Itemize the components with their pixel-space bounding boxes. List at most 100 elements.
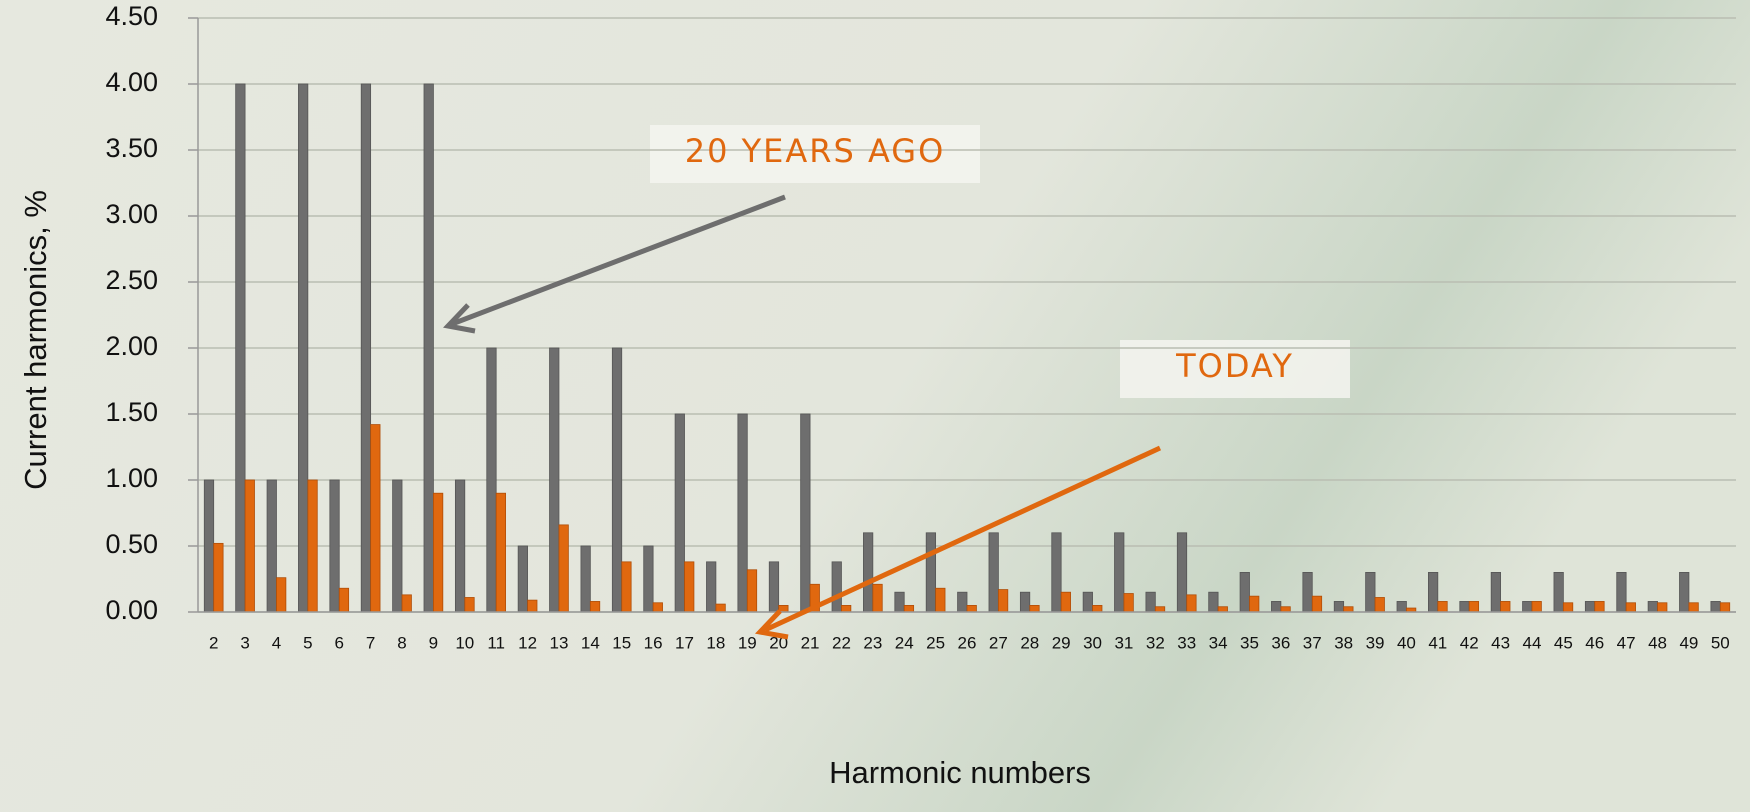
annotation: TODAY	[1175, 347, 1294, 385]
x-tick-label: 15	[612, 633, 631, 652]
bar	[1501, 601, 1510, 612]
bar	[706, 562, 715, 612]
bar	[1083, 592, 1092, 612]
bar	[644, 546, 653, 612]
bar	[1093, 605, 1102, 612]
x-tick-label: 16	[644, 633, 663, 652]
x-tick-label: 40	[1397, 633, 1416, 652]
x-tick-label: 26	[958, 633, 977, 652]
y-tick-label: 3.00	[105, 199, 158, 229]
x-tick-label: 25	[926, 633, 945, 652]
x-tick-label: 33	[1177, 633, 1196, 652]
bar	[801, 414, 810, 612]
bar	[1187, 595, 1196, 612]
bar	[1177, 533, 1186, 612]
bar	[550, 348, 559, 612]
bar	[1281, 607, 1290, 612]
bar	[1155, 607, 1164, 612]
x-tick-label: 28	[1020, 633, 1039, 652]
x-tick-label: 17	[675, 633, 694, 652]
bar	[1532, 601, 1541, 612]
bar	[958, 592, 967, 612]
bar	[402, 595, 411, 612]
y-tick-label: 2.50	[105, 265, 158, 295]
chart: 0.000.501.001.502.002.503.003.504.004.50…	[0, 0, 1750, 812]
bar	[267, 480, 276, 612]
bar	[675, 414, 684, 612]
bar	[1554, 572, 1563, 612]
bar	[1689, 603, 1698, 612]
bar	[863, 533, 872, 612]
bar	[581, 546, 590, 612]
bar	[214, 543, 223, 612]
y-tick-label: 4.50	[105, 1, 158, 31]
bar	[738, 414, 747, 612]
x-tick-label: 5	[303, 633, 312, 652]
y-tick-label: 3.50	[105, 133, 158, 163]
x-tick-label: 9	[429, 633, 438, 652]
bar	[926, 533, 935, 612]
bar	[361, 84, 370, 612]
x-tick-label: 30	[1083, 633, 1102, 652]
x-tick-label: 12	[518, 633, 537, 652]
bar	[455, 480, 464, 612]
x-tick-label: 29	[1052, 633, 1071, 652]
bar	[1563, 603, 1572, 612]
x-tick-label: 46	[1585, 633, 1604, 652]
bar	[1720, 603, 1729, 612]
x-tick-label: 45	[1554, 633, 1573, 652]
bar	[1491, 572, 1500, 612]
x-tick-label: 43	[1491, 633, 1510, 652]
background	[0, 0, 1750, 812]
x-tick-label: 11	[487, 633, 505, 652]
bar	[308, 480, 317, 612]
page: {"chart_data": {"type": "bar", "y_label"…	[0, 0, 1750, 812]
bar	[989, 533, 998, 612]
bar	[779, 605, 788, 612]
x-tick-label: 21	[801, 633, 820, 652]
bar	[998, 590, 1007, 612]
bar	[832, 562, 841, 612]
x-tick-label: 13	[549, 633, 568, 652]
bar	[330, 480, 339, 612]
y-tick-label: 2.00	[105, 331, 158, 361]
bar	[1240, 572, 1249, 612]
bar	[1460, 601, 1469, 612]
x-tick-label: 49	[1679, 633, 1698, 652]
bar	[1218, 607, 1227, 612]
x-tick-label: 38	[1334, 633, 1353, 652]
bar	[1469, 601, 1478, 612]
bar	[1711, 601, 1720, 612]
bar	[1523, 601, 1532, 612]
y-tick-label: 0.00	[105, 595, 158, 625]
y-tick-label: 4.00	[105, 67, 158, 97]
x-axis-title: Harmonic numbers	[829, 755, 1091, 790]
x-tick-label: 36	[1271, 633, 1290, 652]
x-tick-label: 39	[1366, 633, 1385, 652]
bar	[873, 584, 882, 612]
bar	[1428, 572, 1437, 612]
y-tick-label: 1.50	[105, 397, 158, 427]
bar	[465, 597, 474, 612]
bar	[1312, 596, 1321, 612]
bar	[424, 84, 433, 612]
bar	[1366, 572, 1375, 612]
bar	[1209, 592, 1218, 612]
x-tick-label: 2	[209, 633, 218, 652]
bar	[1030, 605, 1039, 612]
bar	[716, 604, 725, 612]
bar	[245, 480, 254, 612]
bar	[1658, 603, 1667, 612]
bar	[298, 84, 307, 612]
bar	[1397, 601, 1406, 612]
x-tick-label: 18	[706, 633, 725, 652]
bar	[895, 592, 904, 612]
x-tick-label: 22	[832, 633, 851, 652]
bar	[393, 480, 402, 612]
bar	[1375, 597, 1384, 612]
x-tick-label: 41	[1428, 633, 1447, 652]
bar	[204, 480, 213, 612]
x-tick-label: 4	[272, 633, 281, 652]
y-tick-label: 0.50	[105, 529, 158, 559]
x-tick-label: 50	[1711, 633, 1730, 652]
